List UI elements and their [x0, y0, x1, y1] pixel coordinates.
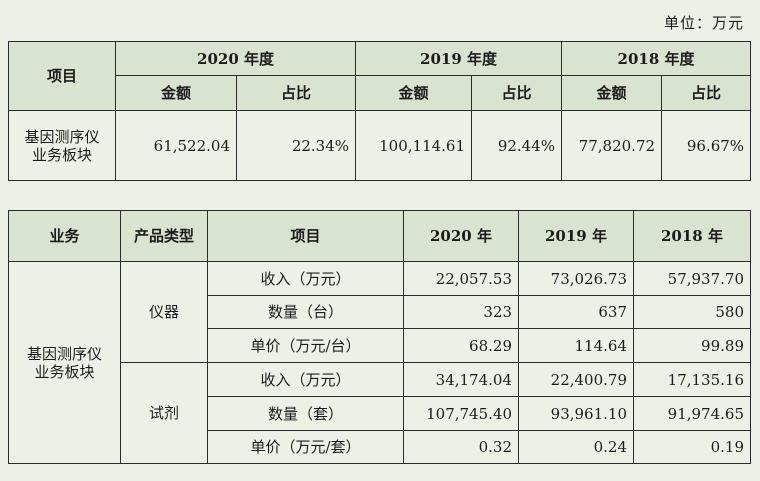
header-amount: 金额 — [355, 75, 473, 111]
cell-value: 22,400.79 — [518, 362, 634, 397]
cell-value: 0.32 — [403, 430, 519, 464]
table-row: 试剂 收入（万元） 34,174.04 22,400.79 17,135.16 — [9, 362, 751, 464]
cell-value: 68.29 — [403, 328, 519, 363]
header-year-2019: 2019 年度 — [355, 41, 563, 76]
header-year-2020: 2020 年度 — [114, 41, 357, 76]
table-row: 基因测序仪业务板块 仪器 收入（万元） 22,057.53 73,026.73 … — [8, 261, 751, 464]
cell-value: 73,026.73 — [518, 261, 634, 296]
table-row: 单价（万元/台） 68.29 114.64 99.89 — [9, 328, 751, 363]
item-label: 单价（万元/台） — [207, 328, 404, 363]
table-row: 数量（台） 323 637 580 — [9, 295, 751, 329]
cell-ratio-2020: 22.34% — [235, 110, 357, 181]
table-row: 基因测序仪业务板块 61,522.04 22.34% 100,114.61 92… — [8, 110, 752, 181]
cell-amount-2020: 61,522.04 — [115, 110, 237, 181]
header-year-2019: 2019 年 — [518, 210, 634, 262]
cell-amount-2019: 100,114.61 — [355, 110, 473, 181]
header-business: 业务 — [8, 210, 121, 262]
cell-value: 580 — [633, 295, 751, 329]
header-item: 项目 — [207, 210, 404, 262]
cell-value: 107,745.40 — [403, 396, 519, 431]
cell-amount-2018: 77,820.72 — [561, 110, 663, 181]
business-label: 基因测序仪业务板块 — [8, 261, 121, 464]
product-type-instrument: 仪器 — [120, 261, 208, 363]
item-label: 收入（万元） — [207, 261, 404, 296]
header-amount: 金额 — [115, 75, 237, 111]
cell-value: 114.64 — [518, 328, 634, 363]
cell-value: 91,974.65 — [633, 396, 751, 431]
item-label: 收入（万元） — [207, 362, 404, 397]
cell-value: 17,135.16 — [633, 362, 751, 397]
item-label: 数量（套） — [207, 396, 404, 431]
header-product-type: 产品类型 — [120, 210, 208, 262]
header-amount: 金额 — [561, 75, 663, 111]
product-detail-table: 业务 产品类型 项目 2020 年 2019 年 2018 年 基因测序仪业务板… — [8, 210, 751, 464]
cell-value: 0.19 — [633, 430, 751, 464]
cell-value: 57,937.70 — [633, 261, 751, 296]
header-year-2018: 2018 年度 — [561, 41, 752, 76]
header-ratio: 占比 — [235, 75, 357, 111]
revenue-share-table: 项目 2020 年度 2019 年度 2018 年度 金额 占比 金额 占比 金… — [8, 41, 752, 181]
item-label: 数量（台） — [207, 295, 404, 329]
cell-value: 93,961.10 — [518, 396, 634, 431]
cell-value: 637 — [518, 295, 634, 329]
cell-ratio-2018: 96.67% — [661, 110, 752, 181]
header-ratio: 占比 — [661, 75, 752, 111]
header-item: 项目 — [8, 41, 116, 111]
cell-value: 34,174.04 — [403, 362, 519, 397]
header-year-2018: 2018 年 — [633, 210, 751, 262]
item-label: 单价（万元/套） — [207, 430, 404, 464]
cell-value: 0.24 — [518, 430, 634, 464]
cell-value: 22,057.53 — [403, 261, 519, 296]
table-row: 数量（套） 107,745.40 93,961.10 91,974.65 — [9, 396, 751, 431]
header-year-2020: 2020 年 — [403, 210, 519, 262]
unit-label: 单位：万元 — [663, 14, 744, 32]
cell-value: 323 — [403, 295, 519, 329]
cell-ratio-2019: 92.44% — [471, 110, 563, 181]
cell-value: 99.89 — [633, 328, 751, 363]
product-type-reagent: 试剂 — [120, 362, 208, 464]
row-label: 基因测序仪业务板块 — [8, 110, 116, 181]
header-ratio: 占比 — [471, 75, 563, 111]
table-row: 单价（万元/套） 0.32 0.24 0.19 — [9, 430, 751, 464]
